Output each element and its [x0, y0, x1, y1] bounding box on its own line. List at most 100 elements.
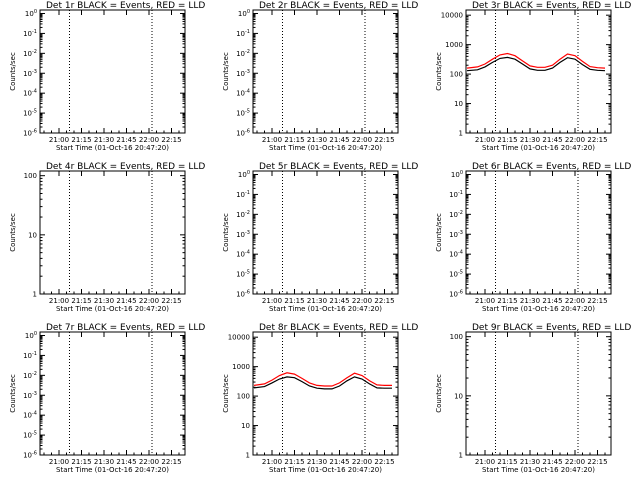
panel-title: Det 5r BLACK = Events, RED = LLD — [259, 162, 418, 172]
y-tick-labels: 1 10 100 1000 10000 — [228, 334, 250, 460]
x-tick-label: 21:00 — [475, 136, 495, 144]
y-axis-label: Counts/sec — [435, 374, 443, 413]
x-tick-label: 22:00 — [139, 297, 159, 305]
y-tick-label: 10000 — [441, 12, 463, 20]
y-tick-label: 10 — [241, 422, 250, 430]
y-tick-labels: 10-6 10-5 10-4 10-3 10-2 10-1 100 — [449, 170, 463, 298]
x-tick-label: 21:00 — [262, 458, 282, 466]
plot-frame — [39, 170, 186, 295]
x-axis-label: Start Time (01-Oct-16 20:47:20) — [269, 144, 382, 152]
y-tick-label: 10-1 — [23, 351, 37, 360]
x-axis-label: Start Time (01-Oct-16 20:47:20) — [482, 305, 595, 313]
x-tick-labels: 21:00 21:15 21:30 21:45 22:00 22:15 — [262, 297, 395, 305]
x-tick-label: 21:30 — [307, 297, 327, 305]
y-tick-label: 10000 — [228, 334, 250, 342]
y-tick-label: 10-4 — [23, 411, 37, 420]
x-tick-label: 21:30 — [307, 136, 327, 144]
x-tick-label: 22:15 — [587, 458, 607, 466]
y-axis-label: Counts/sec — [222, 213, 230, 252]
x-tick-label: 21:45 — [116, 297, 136, 305]
x-tick-label: 21:30 — [94, 297, 114, 305]
plot-frame — [252, 170, 399, 295]
x-tick-label: 21:15 — [497, 458, 517, 466]
y-tick-label: 10-3 — [236, 69, 250, 78]
panel-8r: Det 8r BLACK = Events, RED = LLD 1 10 100 10… — [222, 323, 418, 474]
y-tick-label: 10-1 — [23, 29, 37, 38]
x-tick-label: 22:00 — [565, 458, 585, 466]
x-tick-labels: 21:00 21:15 21:30 21:45 22:00 22:15 — [49, 297, 182, 305]
x-tick-label: 21:45 — [542, 458, 562, 466]
series-line — [466, 52, 606, 69]
x-tick-label: 21:30 — [307, 458, 327, 466]
x-tick-label: 21:45 — [116, 136, 136, 144]
x-tick-label: 22:00 — [565, 297, 585, 305]
x-tick-label: 22:15 — [374, 458, 394, 466]
y-tick-label: 10-1 — [236, 29, 250, 38]
y-tick-label: 10-4 — [23, 89, 37, 98]
x-tick-label: 21:45 — [329, 136, 349, 144]
y-tick-label: 10-3 — [23, 391, 37, 400]
x-tick-label: 21:45 — [542, 297, 562, 305]
y-tick-label: 10-2 — [236, 49, 250, 58]
panel-4r: Det 4r BLACK = Events, RED = LLD 1 10 100 21… — [9, 162, 205, 313]
x-tick-label: 21:30 — [520, 458, 540, 466]
y-axis-label: Counts/sec — [222, 374, 230, 413]
y-tick-label: 1000 — [445, 41, 463, 49]
x-tick-label: 22:00 — [139, 136, 159, 144]
y-tick-label: 10-3 — [236, 230, 250, 239]
panel-title: Det 6r BLACK = Events, RED = LLD — [472, 162, 631, 172]
y-tick-labels: 1 10 100 — [450, 333, 463, 459]
y-tick-label: 10-3 — [23, 69, 37, 78]
y-tick-label: 100 — [238, 170, 250, 179]
y-tick-label: 1 — [33, 291, 37, 299]
x-tick-labels: 21:00 21:15 21:30 21:45 22:00 22:15 — [262, 136, 395, 144]
y-tick-label: 100 — [25, 9, 37, 18]
y-tick-label: 100 — [25, 331, 37, 340]
y-axis-label: Counts/sec — [9, 213, 17, 252]
y-tick-label: 10-3 — [449, 230, 463, 239]
y-tick-label: 100 — [24, 172, 37, 180]
x-tick-label: 21:00 — [475, 458, 495, 466]
y-tick-label: 10-6 — [236, 290, 250, 299]
x-tick-label: 21:30 — [520, 297, 540, 305]
panel-6r: Det 6r BLACK = Events, RED = LLD 10-6 10-5… — [435, 162, 631, 313]
x-tick-label: 22:00 — [352, 136, 372, 144]
x-tick-label: 22:00 — [352, 297, 372, 305]
x-tick-label: 21:15 — [284, 458, 304, 466]
panel-2r: Det 2r BLACK = Events, RED = LLD 10-6 10-5… — [222, 1, 418, 152]
x-tick-label: 22:15 — [587, 136, 607, 144]
panel-title: Det 7r BLACK = Events, RED = LLD — [46, 323, 205, 333]
x-tick-label: 22:15 — [587, 297, 607, 305]
y-tick-label: 10 — [454, 100, 463, 108]
series-line — [253, 376, 392, 390]
x-tick-label: 21:00 — [262, 136, 282, 144]
x-tick-label: 22:00 — [565, 136, 585, 144]
y-tick-label: 10-4 — [449, 250, 463, 259]
x-tick-label: 21:00 — [49, 136, 69, 144]
panel-5r: Det 5r BLACK = Events, RED = LLD 10-6 10-5… — [222, 162, 418, 313]
x-tick-labels: 21:00 21:15 21:30 21:45 22:00 22:15 — [262, 458, 395, 466]
x-tick-label: 21:15 — [497, 297, 517, 305]
x-tick-label: 21:00 — [49, 458, 69, 466]
plot-frame — [465, 331, 612, 456]
panel-title: Det 9r BLACK = Events, RED = LLD — [472, 323, 631, 333]
x-tick-label: 21:45 — [542, 136, 562, 144]
y-tick-label: 1 — [459, 130, 463, 138]
y-tick-label: 10-2 — [449, 210, 463, 219]
y-tick-label: 10-2 — [23, 49, 37, 58]
x-axis-label: Start Time (01-Oct-16 20:47:20) — [482, 144, 595, 152]
y-axis-label: Counts/sec — [435, 52, 443, 91]
y-tick-label: 1 — [246, 452, 250, 460]
x-tick-label: 22:15 — [161, 136, 181, 144]
x-tick-label: 21:00 — [262, 297, 282, 305]
series-line — [253, 372, 392, 387]
x-tick-label: 21:00 — [475, 297, 495, 305]
x-tick-label: 22:00 — [352, 458, 372, 466]
y-tick-label: 10-5 — [449, 270, 463, 279]
y-tick-label: 10-6 — [236, 129, 250, 138]
y-tick-label: 10-1 — [449, 190, 463, 199]
y-tick-labels: 1 10 100 — [24, 172, 37, 298]
x-tick-label: 21:30 — [94, 458, 114, 466]
x-tick-labels: 21:00 21:15 21:30 21:45 22:00 22:15 — [49, 458, 182, 466]
x-axis-label: Start Time (01-Oct-16 20:47:20) — [56, 144, 169, 152]
